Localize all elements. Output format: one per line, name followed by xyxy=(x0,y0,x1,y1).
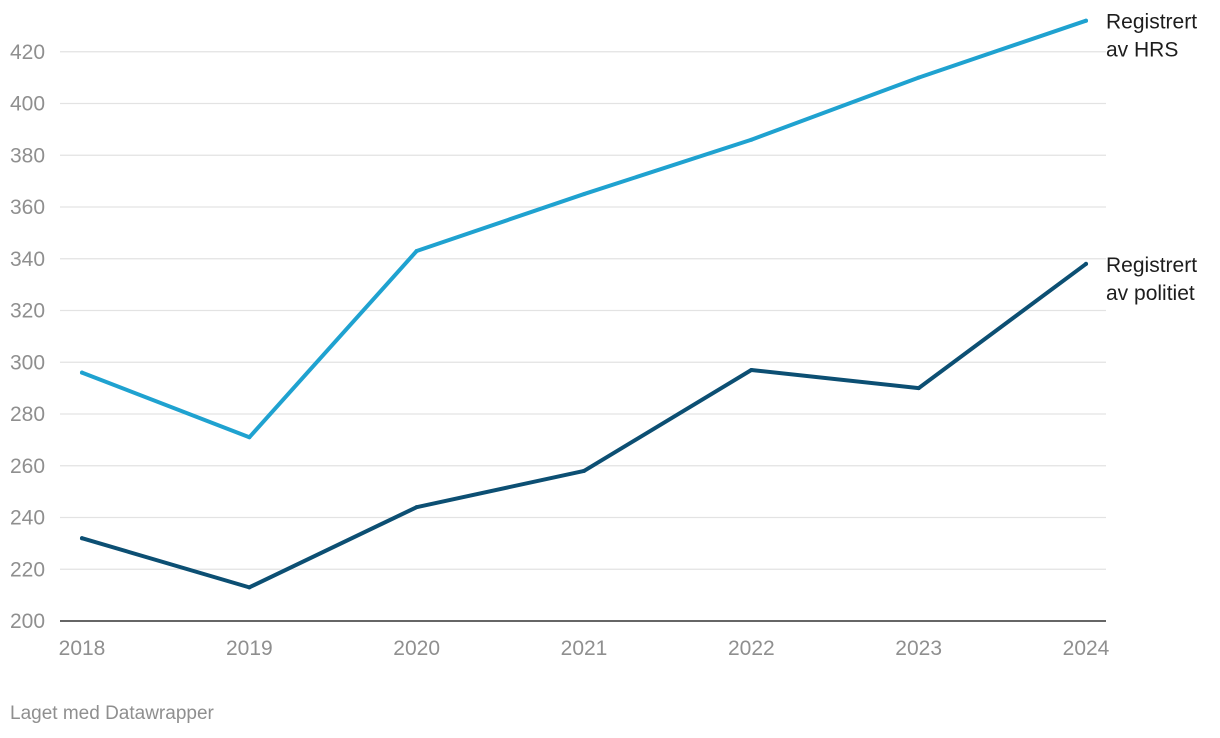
data-point xyxy=(749,368,754,373)
data-point xyxy=(247,585,252,590)
y-axis-ticks: 200 220 240 260 280 300 320 340 360 380 400 420 xyxy=(10,41,45,633)
y-tick-label: 320 xyxy=(10,300,45,323)
y-tick-label: 360 xyxy=(10,196,45,219)
x-tick-label: 2024 xyxy=(1063,637,1110,660)
data-point xyxy=(749,137,754,142)
x-tick-label: 2020 xyxy=(393,637,440,660)
data-point xyxy=(582,192,586,197)
y-tick-label: 260 xyxy=(10,455,45,478)
data-point xyxy=(414,505,419,510)
series-label-1: Registrert av HRS xyxy=(1106,11,1197,62)
data-point xyxy=(80,536,84,541)
series-label-line: Registrert xyxy=(1106,11,1197,34)
data-point xyxy=(916,386,921,391)
series-label-line: av HRS xyxy=(1106,39,1178,62)
y-tick-label: 200 xyxy=(10,610,45,633)
data-point xyxy=(1084,261,1088,266)
x-axis-ticks: 2018 2019 2020 2021 2022 2023 2024 xyxy=(59,637,1110,660)
y-tick-label: 240 xyxy=(10,507,45,530)
series-label-line: Registrert xyxy=(1106,254,1197,277)
y-tick-label: 340 xyxy=(10,248,45,271)
y-tick-label: 400 xyxy=(10,93,45,116)
series-lines xyxy=(80,18,1088,590)
x-tick-label: 2022 xyxy=(728,637,775,660)
data-point xyxy=(414,248,419,253)
y-tick-label: 220 xyxy=(10,558,45,581)
x-tick-label: 2019 xyxy=(226,637,273,660)
series-line-2 xyxy=(80,261,1088,590)
series-label-2: Registrert av politiet xyxy=(1106,254,1197,305)
x-tick-label: 2018 xyxy=(59,637,106,660)
data-point xyxy=(1084,18,1088,23)
data-point xyxy=(916,75,921,80)
y-tick-label: 420 xyxy=(10,41,45,64)
data-point xyxy=(582,468,586,473)
series-labels: Registrert av HRS Registrert av politiet xyxy=(1106,11,1197,305)
series-label-line: av politiet xyxy=(1106,282,1195,305)
x-tick-label: 2023 xyxy=(895,637,942,660)
data-point xyxy=(80,370,84,375)
y-tick-label: 300 xyxy=(10,351,45,374)
data-point xyxy=(247,435,252,440)
grid-lines xyxy=(60,51,1106,622)
y-tick-label: 280 xyxy=(10,403,45,426)
credit-text: Laget med Datawrapper xyxy=(10,703,214,724)
y-tick-label: 380 xyxy=(10,144,45,167)
x-tick-label: 2021 xyxy=(561,637,608,660)
